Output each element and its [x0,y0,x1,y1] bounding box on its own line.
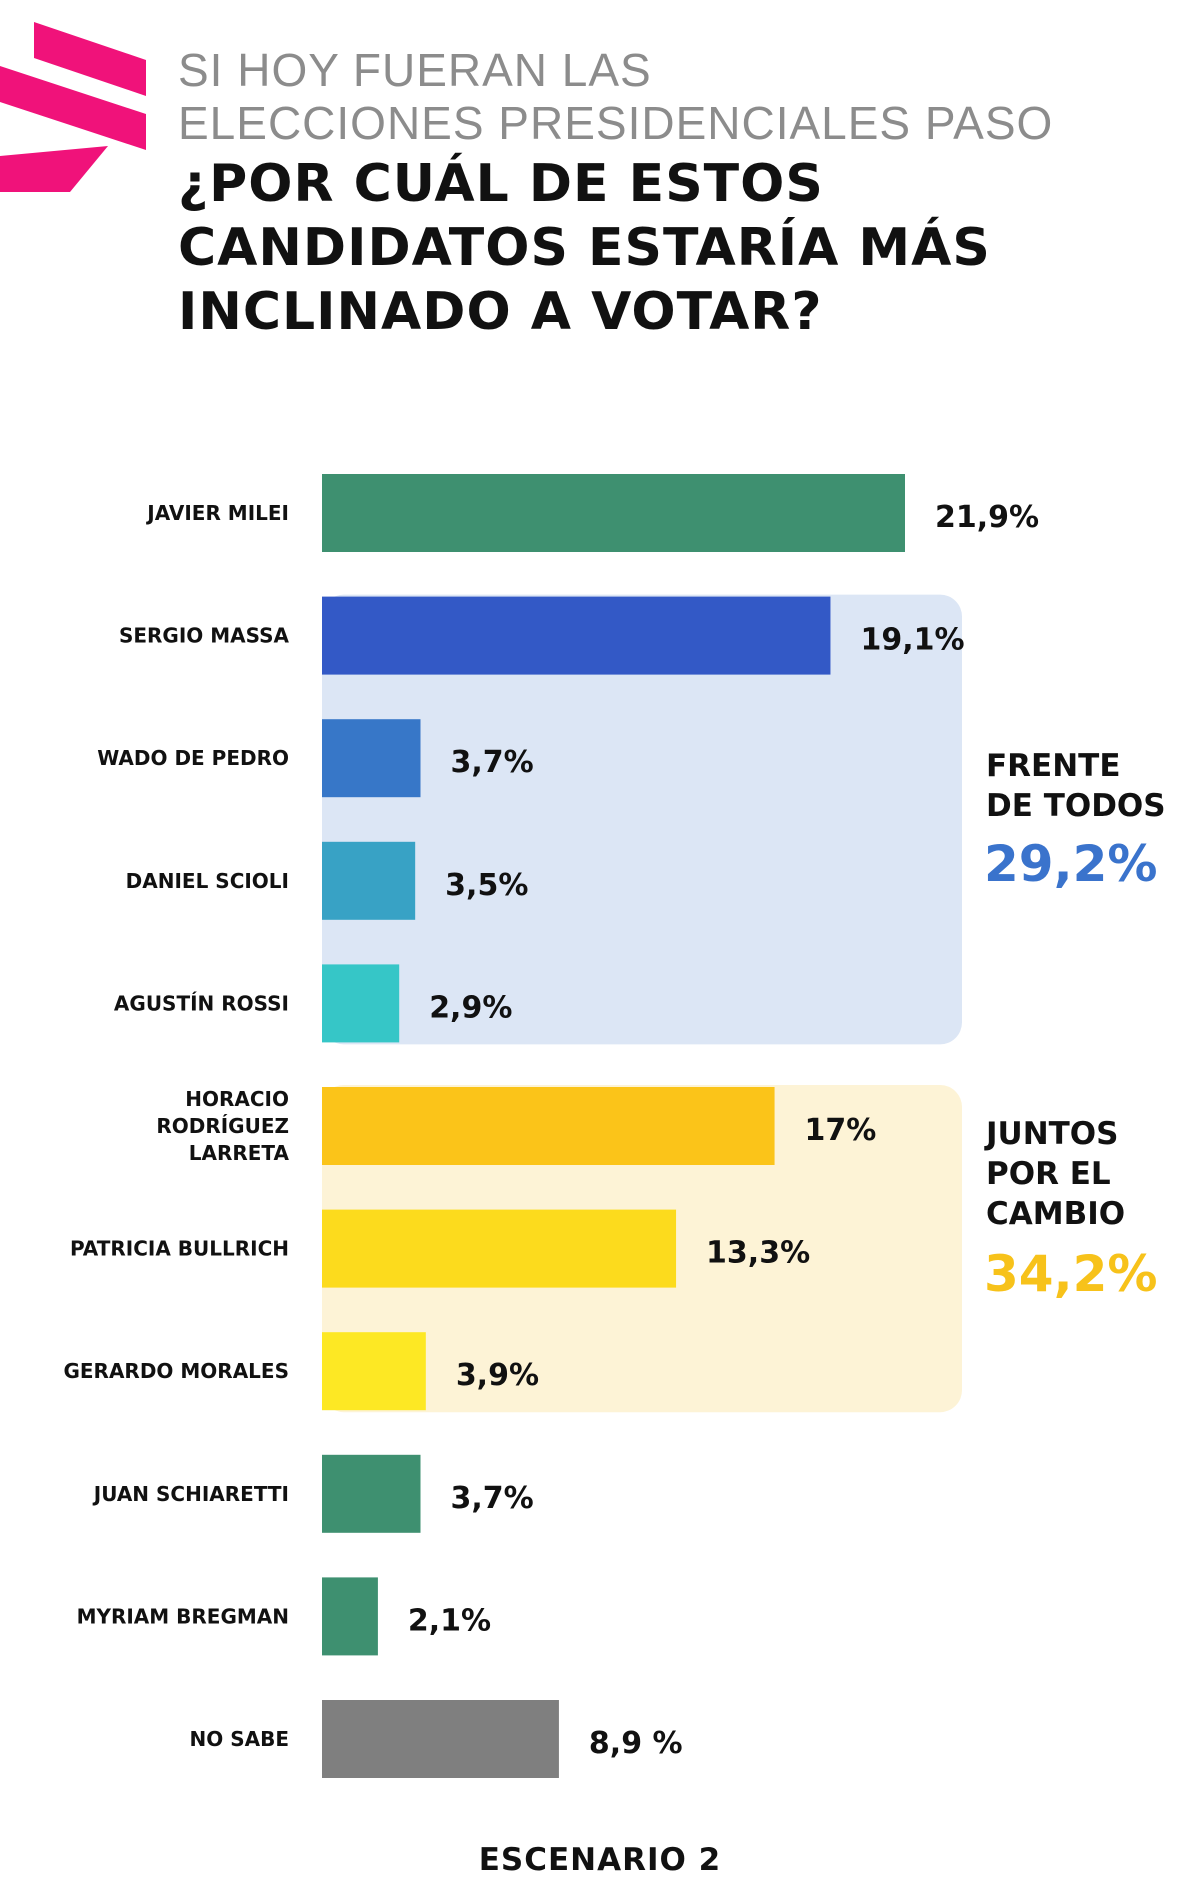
bar-2 [322,719,421,798]
logo-stripe-bottom [0,146,108,192]
category-label-5: HORACIO RODRÍGUEZ LARRETA [156,1087,289,1165]
value-label-4: 2,9% [429,990,512,1025]
brand-logo-icon [0,22,146,192]
bar-7 [322,1332,426,1411]
value-label-3: 3,5% [445,868,528,903]
bar-6 [322,1209,677,1288]
value-label-9: 2,1% [408,1603,491,1638]
category-label-2: WADO DE PEDRO [97,746,289,770]
bar-10 [322,1700,559,1778]
value-label-7: 3,9% [456,1358,539,1393]
category-label-4: AGUSTÍN ROSSI [114,991,289,1015]
value-label-2: 3,7% [450,745,533,780]
group-panel-0 [322,594,962,1045]
category-label-8: JUAN SCHIARETTI [92,1482,289,1506]
group-total-juntos-por-el-cambio: 34,2% [984,1245,1158,1303]
bar-5 [322,1087,775,1165]
scenario-label: ESCENARIO 2 [478,1842,722,1878]
value-label-1: 19,1% [860,623,964,658]
logo-stripe-top [34,22,146,96]
group-total-frente-de-todos: 29,2% [984,835,1158,893]
category-label-1: SERGIO MASSA [119,624,290,648]
value-label-5: 17% [805,1113,877,1148]
value-label-0: 21,9% [935,500,1039,535]
group-label-juntos-por-el-cambio: JUNTOS POR EL CAMBIO [986,1116,1126,1232]
value-label-10: 8,9 % [589,1726,683,1761]
group-label-frente-de-todos: FRENTE DE TODOS [986,748,1166,824]
value-label-8: 3,7% [450,1481,533,1516]
chart-subtitle: SI HOY FUERAN LAS ELECCIONES PRESIDENCIA… [178,44,1054,149]
category-label-9: MYRIAM BREGMAN [77,1604,289,1628]
bar-0 [322,474,905,552]
bar-9 [322,1577,378,1656]
bar-8 [322,1454,421,1533]
category-label-3: DANIEL SCIOLI [126,869,289,893]
category-label-6: PATRICIA BULLRICH [70,1237,289,1261]
bar-3 [322,841,416,920]
logo-stripe-middle [0,66,146,150]
bar-1 [322,596,831,675]
category-label-0: JAVIER MILEI [145,501,289,525]
bar-4 [322,964,400,1043]
value-label-6: 13,3% [706,1236,810,1271]
chart-title: ¿POR CUÁL DE ESTOS CANDIDATOS ESTARÍA MÁ… [178,154,991,342]
category-label-10: NO SABE [190,1727,290,1751]
category-label-7: GERARDO MORALES [63,1359,289,1383]
